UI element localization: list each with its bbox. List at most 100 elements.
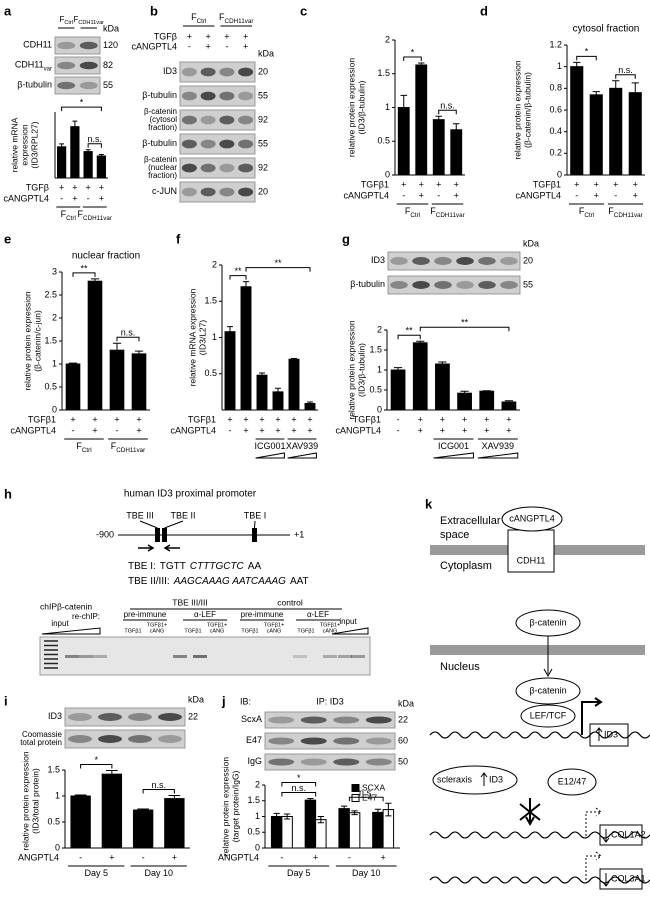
condition-sign: + (307, 414, 312, 424)
condition-sign: - (87, 193, 90, 203)
error-bar (98, 154, 104, 158)
blot-band (238, 91, 254, 101)
condition-label: TGFβ (26, 182, 49, 192)
error-bar (243, 281, 249, 293)
y-tick-label: 2 (255, 779, 260, 789)
condition-label: TGFβ1 (353, 414, 381, 424)
tbe-box (252, 528, 257, 542)
condition-sign: + (259, 425, 264, 435)
error-bar (275, 387, 281, 396)
significance-bracket (419, 326, 510, 332)
blot-band (434, 257, 452, 265)
blot-row-label-main: (cytosol (149, 115, 177, 124)
condition-sign: + (243, 414, 248, 424)
primer-arrow (138, 544, 155, 552)
blot-band (238, 139, 254, 149)
significance-bracket (438, 109, 457, 115)
group-label-main: Day 5 (287, 868, 311, 878)
gel-band (65, 655, 79, 658)
panel-letter: g (342, 231, 350, 246)
blot-band (200, 139, 216, 149)
gel-band (323, 655, 337, 658)
error-bar (435, 115, 443, 124)
y-axis-label: (ID3/β-tubulin) (356, 80, 366, 134)
blot-strip (64, 729, 186, 749)
error-bar (438, 361, 447, 367)
blot-row-label-main: E47 (246, 735, 262, 745)
sequence-segment: CTTTGCTC (190, 561, 245, 572)
significance-label: n.s. (121, 328, 136, 338)
condition-sign: - (229, 425, 232, 435)
tbe-label: TBE II (170, 510, 195, 520)
condition-sign: + (401, 179, 406, 189)
y-axis-label: relative protein expression (512, 60, 522, 159)
bar (390, 369, 406, 411)
significance-label: n.s. (87, 134, 102, 144)
model-label: Nucleus (440, 661, 480, 673)
group-label-main: F (430, 206, 436, 216)
promoter-title: human ID3 proximal promoter (124, 489, 257, 500)
primer-arrow (163, 544, 180, 552)
gel-band (351, 655, 365, 658)
significance-label: n.s. (618, 65, 633, 75)
group-label-main: F (61, 209, 67, 219)
condition-sign: + (205, 31, 210, 41)
y-tick-label: 0.5 (47, 816, 60, 826)
lane-label: TGFβ1+ (207, 622, 227, 628)
sequence-name: TBE I: (128, 561, 156, 572)
significance-label: n.s. (440, 101, 455, 111)
bar (57, 146, 67, 179)
y-axis-label: relative protein expression (346, 320, 356, 419)
condition-sign: + (506, 425, 511, 435)
legend-swatch (351, 794, 360, 802)
tbe-pointer (254, 520, 256, 529)
panel-letter: i (4, 693, 8, 708)
dose-wedge (433, 452, 474, 459)
blot-band (238, 187, 254, 197)
lane-label: TGFβ1 (124, 628, 141, 634)
column-header-sub: CDH11var (225, 18, 254, 25)
group-label: FCtrl (76, 441, 91, 453)
y-axis-label: relative mRNA expression (187, 288, 197, 386)
significance-label: * (297, 773, 301, 783)
blot-row-label: ID3 (371, 255, 385, 265)
condition-sign: + (418, 425, 423, 435)
condition-label: TGFβ (154, 31, 177, 41)
blot-row-label-main: c-JUN (152, 186, 177, 196)
input-label: input (51, 619, 69, 628)
group-label: Day 10 (144, 868, 173, 878)
model-label: COL3A1 (611, 873, 646, 883)
significance-label: * (94, 755, 98, 765)
antibody-label: α-LEF (307, 610, 329, 619)
blot-row-label-main: ID3 (371, 255, 385, 265)
error-bar (416, 340, 425, 345)
blot-kda: 50 (398, 756, 408, 766)
column-header: FCDH11var (73, 15, 104, 26)
blot-band (456, 281, 474, 289)
blot-kda: 82 (103, 60, 113, 70)
panel-letter: b (150, 3, 158, 18)
blot-row-label-main: β-tubulin (17, 80, 52, 90)
panel-letter: d (480, 3, 488, 18)
error-bar (452, 123, 460, 137)
bar (570, 66, 584, 176)
lane-label: cANG (150, 628, 165, 634)
blot-row-label-main: IgG (247, 756, 262, 766)
condition-sign: - (402, 190, 405, 200)
blot-strip (264, 732, 396, 750)
condition-sign: - (437, 190, 440, 200)
blot-kda: 55 (103, 80, 113, 90)
group-label: Day 5 (287, 868, 311, 878)
y-tick-label: 1 (55, 790, 60, 800)
group-label-sub: Ctrl (410, 212, 420, 219)
blot-band (238, 115, 254, 125)
error-bar (259, 372, 265, 378)
group-label: ICG001 (438, 441, 469, 451)
blot-band (219, 67, 235, 77)
promoter-end-label: -900 (96, 529, 114, 539)
sequence-segment: TGTT (160, 561, 186, 572)
gel-band (93, 655, 107, 658)
blot-band (98, 735, 122, 743)
chip-title: chIPβ-catenin (40, 601, 92, 611)
dna (429, 831, 650, 839)
